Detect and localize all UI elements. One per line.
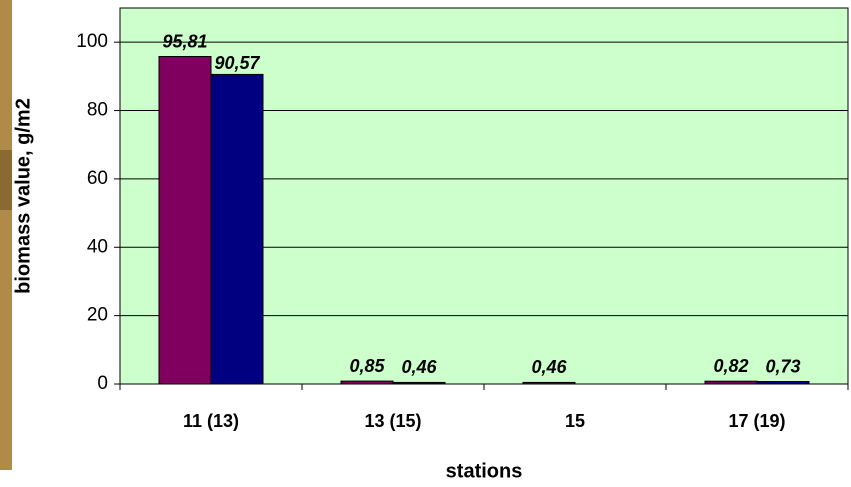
bar [704,380,758,385]
y-tick-label: 60 [87,168,108,189]
value-label: 0,85 [349,356,385,376]
x-tick-label: 17 (19) [728,411,785,431]
bar [210,73,264,385]
y-tick-label: 80 [87,100,108,121]
y-tick-label: 20 [87,305,108,326]
x-tick-label: 15 [565,411,585,431]
decor-strip [0,0,12,470]
value-label: 90,57 [214,53,260,73]
bar [522,381,576,385]
y-tick-label: 100 [76,31,108,52]
bar [392,381,446,385]
value-label: 95,81 [162,31,207,51]
x-axis-title: stations [446,460,523,482]
x-tick-label: 13 (15) [364,411,421,431]
x-tick-label: 11 (13) [183,411,239,431]
bar [340,380,394,385]
y-tick-label: 40 [87,236,108,257]
bar [756,381,810,385]
bar [158,56,212,385]
y-tick-label: 0 [97,373,108,394]
value-label: 0,46 [401,357,437,377]
value-label: 0,82 [713,356,748,376]
y-axis-title: biomass value, g/m2 [12,98,34,294]
decor-strip-shade [0,150,12,210]
value-label: 0,46 [531,357,567,377]
value-label: 0,73 [765,356,800,376]
